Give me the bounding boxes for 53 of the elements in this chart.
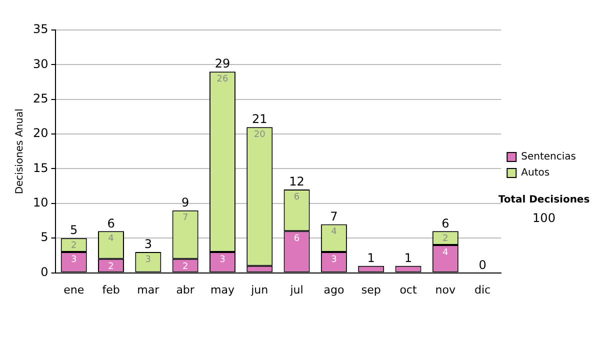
data-label: 20	[254, 130, 266, 140]
y-axis-title: Decisiones Anual	[14, 108, 26, 194]
y-tick-label: 30	[32, 56, 48, 71]
y-tick-label: 20	[32, 126, 48, 140]
text: 100	[532, 211, 556, 226]
data-label: 3	[220, 254, 226, 265]
data-label: 2	[70, 240, 77, 251]
y-tick-label: 35	[32, 22, 48, 36]
x-tick-label: sep	[361, 283, 381, 296]
total-label: 6	[442, 216, 450, 230]
x-tick-label: may	[210, 283, 235, 296]
data-label: 2	[442, 234, 448, 244]
total-label: 1	[404, 250, 412, 265]
total-label: 12	[289, 174, 304, 189]
data-label: 3	[70, 254, 77, 265]
legend-label: Sentencias	[521, 152, 576, 163]
y-tick-label: 15	[32, 160, 48, 175]
y-tick-label: 10	[32, 196, 48, 210]
data-label: 7	[182, 213, 188, 224]
x-tick-label: oct	[400, 283, 418, 296]
annotation: Total Decisiones	[498, 194, 590, 206]
y-tick-label: 0	[40, 264, 48, 279]
data-label: 3	[331, 254, 337, 265]
total-label: 29	[214, 56, 230, 71]
data-label: 4	[442, 248, 449, 258]
data-label: 2	[108, 262, 114, 272]
total-label: 1	[367, 250, 375, 265]
x-tick-label: ene	[64, 283, 84, 296]
data-label: 6	[294, 192, 300, 202]
data-label: 4	[331, 227, 338, 238]
x-tick-label: feb	[102, 283, 120, 296]
total-label: 3	[144, 237, 152, 252]
legend-label: Autos	[521, 168, 550, 179]
total-label: 6	[107, 216, 115, 230]
data-label: 3	[145, 254, 152, 265]
x-tick-label: mar	[137, 283, 160, 296]
x-tick-label: dic	[474, 283, 491, 296]
x-tick-label: abr	[176, 283, 195, 296]
x-tick-label: nov	[435, 283, 456, 296]
total-label: 5	[70, 223, 78, 238]
x-tick-label: jun	[250, 283, 268, 296]
data-label: 2	[182, 262, 188, 272]
x-tick-label: jul	[289, 283, 304, 296]
total-label: 7	[330, 209, 338, 224]
x-tick-label: ago	[324, 283, 344, 296]
y-tick-label: 5	[40, 230, 48, 244]
data-label: 6	[294, 234, 300, 244]
data-label: 26	[216, 74, 228, 84]
total-label: 21	[252, 112, 268, 126]
total-label: 9	[181, 195, 190, 210]
total-label: 0	[478, 258, 486, 272]
data-label: 4	[108, 234, 114, 244]
y-tick-label: 25	[32, 91, 48, 106]
